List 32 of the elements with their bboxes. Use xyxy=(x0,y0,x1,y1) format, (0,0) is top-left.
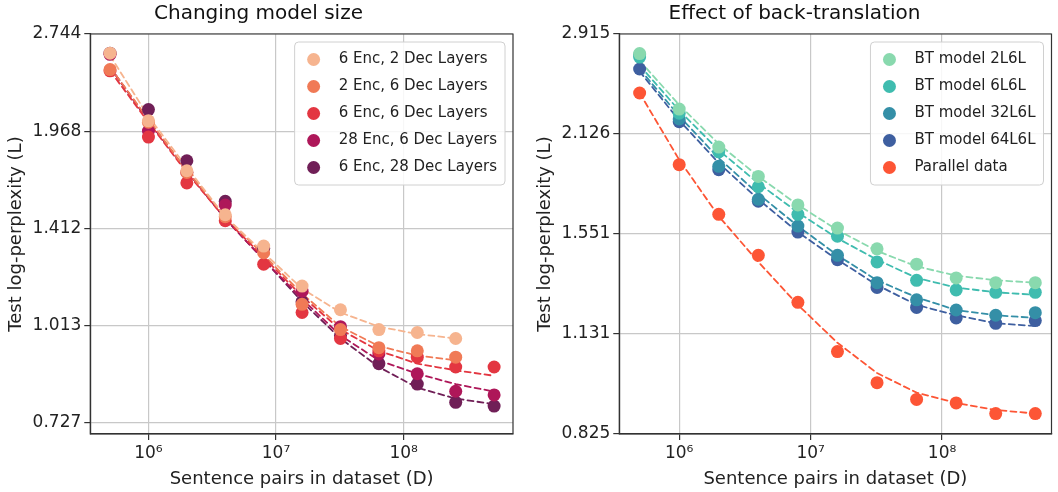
y-tick-label: 1.551 xyxy=(561,222,611,243)
y-tick-label: 2.744 xyxy=(32,22,82,43)
legend-label: 6 Enc, 28 Dec Layers xyxy=(338,157,498,176)
x-tick-label: 10⁶ xyxy=(134,441,163,462)
x-tick-label: 10⁷ xyxy=(796,441,826,462)
x-tick-label: 10⁸ xyxy=(927,441,957,462)
y-axis-title: Test log-perplexity (L) xyxy=(4,136,26,333)
y-tick-label: 1.013 xyxy=(32,314,82,335)
y-tick-label: 1.968 xyxy=(32,119,82,140)
legend-label: BT model 6L6L xyxy=(914,76,1027,95)
legend-label: 6 Enc, 2 Dec Layers xyxy=(338,49,488,68)
x-axis-title: Sentence pairs in dataset (D) xyxy=(169,466,434,488)
legend-label: Parallel data xyxy=(914,157,1008,176)
y-tick-label: 2.915 xyxy=(561,22,611,43)
x-axis-title: Sentence pairs in dataset (D) xyxy=(703,466,968,488)
y-tick-label: 0.727 xyxy=(32,411,82,432)
y-tick-label: 0.825 xyxy=(561,422,611,443)
legend-label: 2 Enc, 6 Dec Layers xyxy=(338,76,488,95)
y-tick-label: 2.126 xyxy=(561,122,611,143)
y-axis-title: Test log-perplexity (L) xyxy=(533,136,555,333)
chart-title: Effect of back-translation xyxy=(668,0,921,25)
y-tick-label: 1.412 xyxy=(32,216,82,237)
chart-title: Changing model size xyxy=(154,0,363,25)
x-tick-label: 10⁷ xyxy=(261,441,291,462)
y-tick-label: 1.131 xyxy=(561,322,611,343)
legend-label: BT model 2L6L xyxy=(914,49,1027,68)
legend-label: BT model 64L6L xyxy=(914,130,1037,149)
legend-label: 6 Enc, 6 Dec Layers xyxy=(338,103,488,122)
x-tick-label: 10⁸ xyxy=(389,441,419,462)
legend-label: 28 Enc, 6 Dec Layers xyxy=(338,130,498,149)
legend-label: BT model 32L6L xyxy=(914,103,1037,122)
x-tick-label: 10⁶ xyxy=(664,441,694,462)
